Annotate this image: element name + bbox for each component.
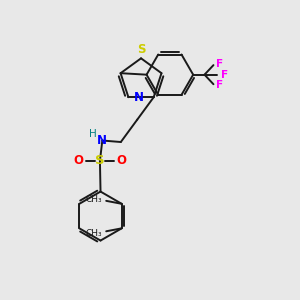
Text: S: S	[137, 43, 145, 56]
Text: F: F	[220, 70, 228, 80]
Text: O: O	[116, 154, 126, 167]
Text: F: F	[217, 80, 224, 90]
Text: H: H	[89, 129, 97, 139]
Text: S: S	[95, 154, 105, 167]
Text: N: N	[97, 134, 107, 147]
Text: CH₃: CH₃	[85, 229, 102, 238]
Text: N: N	[134, 91, 144, 104]
Text: CH₃: CH₃	[85, 194, 102, 203]
Text: F: F	[217, 59, 224, 69]
Text: O: O	[74, 154, 83, 167]
